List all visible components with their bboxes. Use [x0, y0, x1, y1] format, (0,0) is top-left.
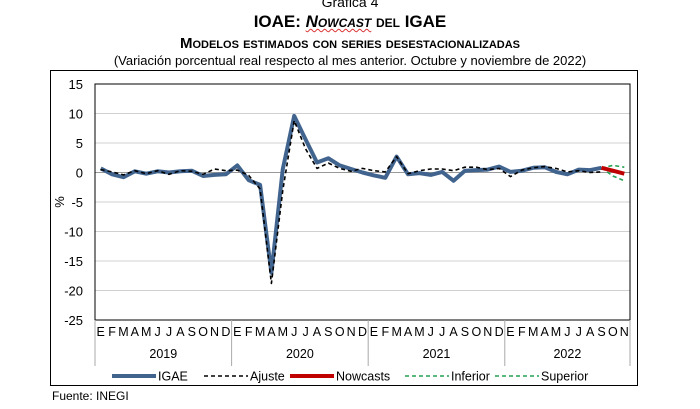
series-line-igae	[99, 113, 602, 275]
x-tick-label: D	[495, 325, 504, 339]
x-tick-label: F	[381, 325, 389, 339]
x-tick-label: M	[551, 325, 561, 339]
x-tick-label: A	[267, 325, 276, 339]
year-label: 2021	[423, 347, 451, 361]
x-tick-label: N	[620, 325, 629, 339]
x-tick-label: D	[221, 325, 230, 339]
x-tick-label: J	[291, 325, 297, 339]
y-tick-label: -20	[64, 284, 83, 299]
x-tick-label: E	[97, 325, 105, 339]
y-tick-label: 0	[76, 166, 83, 181]
year-label: 2020	[286, 347, 314, 361]
x-tick-label: A	[131, 325, 140, 339]
source-note: Fuente: INEGI	[52, 389, 129, 403]
x-tick-label: J	[154, 325, 160, 339]
x-tick-label: M	[278, 325, 288, 339]
x-tick-label: A	[449, 325, 458, 339]
year-label: 2019	[149, 347, 177, 361]
x-tick-label: J	[428, 325, 434, 339]
x-tick-label: O	[471, 325, 481, 339]
x-tick-label: N	[210, 325, 219, 339]
x-tick-label: S	[324, 325, 332, 339]
x-tick-label: E	[370, 325, 378, 339]
series-line-nowcasts	[601, 165, 625, 176]
plot-area	[94, 83, 631, 321]
x-tick-label: S	[597, 325, 605, 339]
x-tick-label: O	[198, 325, 208, 339]
x-tick-label: M	[118, 325, 128, 339]
x-tick-label: S	[461, 325, 469, 339]
x-tick-label: J	[302, 325, 308, 339]
y-tick-label: -10	[64, 225, 83, 240]
series-line-ajuste	[100, 119, 602, 285]
legend-label-inferior: Inferior	[451, 370, 490, 384]
legend-label-nowcasts: Nowcasts	[336, 370, 390, 384]
x-tick-label: O	[335, 325, 345, 339]
chart-title: IOAE: Nowcast del IGAE	[0, 12, 700, 32]
y-tick-label: -25	[64, 313, 83, 328]
y-tick-label: 10	[69, 107, 83, 122]
x-tick-label: A	[313, 325, 322, 339]
x-tick-label: N	[483, 325, 492, 339]
x-tick-label: D	[358, 325, 367, 339]
x-tick-label: M	[255, 325, 265, 339]
x-tick-label: E	[233, 325, 241, 339]
x-tick-label: M	[391, 325, 401, 339]
title-suffix: del IGAE	[371, 12, 447, 31]
x-tick-label: F	[245, 325, 253, 339]
x-tick-label: F	[108, 325, 116, 339]
x-tick-label: A	[540, 325, 549, 339]
title-prefix: IOAE:	[253, 12, 306, 31]
x-tick-label: N	[347, 325, 356, 339]
y-tick-label: -15	[64, 254, 83, 269]
x-tick-label: M	[414, 325, 424, 339]
y-axis-label: %	[52, 196, 67, 208]
x-tick-label: M	[528, 325, 538, 339]
chart-frame	[50, 70, 638, 386]
year-label: 2022	[553, 347, 581, 361]
y-tick-label: -5	[71, 195, 83, 210]
x-tick-label: J	[166, 325, 172, 339]
legend-label-superior: Superior	[541, 370, 588, 384]
legend-label-ajuste: Ajuste	[250, 370, 285, 384]
x-tick-label: S	[188, 325, 196, 339]
x-tick-label: J	[439, 325, 445, 339]
chart-note: (Variación porcentual real respecto al m…	[113, 53, 587, 68]
x-tick-label: M	[141, 325, 151, 339]
x-tick-label: J	[576, 325, 582, 339]
x-tick-label: A	[176, 325, 185, 339]
chart-subtitle: Modelos estimados con series desestacion…	[179, 35, 521, 52]
x-tick-label: F	[518, 325, 526, 339]
x-tick-label: E	[506, 325, 514, 339]
y-tick-label: 15	[69, 77, 83, 92]
legend-label-igae: IGAE	[158, 370, 188, 384]
x-tick-label: A	[404, 325, 413, 339]
x-tick-label: A	[586, 325, 595, 339]
figure-label: Grafica 4	[321, 0, 379, 10]
series-line-inferior	[601, 167, 625, 182]
y-tick-label: 5	[76, 136, 83, 151]
title-nowcast: Nowcast	[305, 12, 372, 31]
x-tick-label: O	[608, 325, 618, 339]
x-tick-label: J	[564, 325, 570, 339]
